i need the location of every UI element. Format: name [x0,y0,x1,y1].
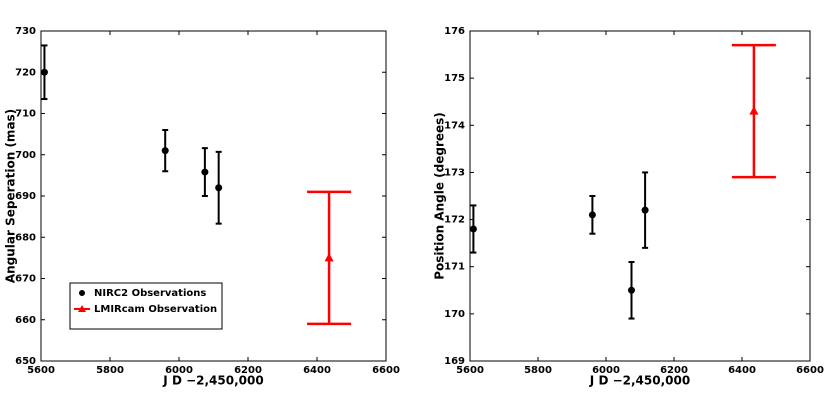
x-tick-label: 5800 [96,365,124,376]
x-tick-label: 6200 [660,365,688,376]
x-tick-label: 6400 [728,365,756,376]
x-tick-label: 6400 [303,365,331,376]
y-tick-label: 650 [15,356,36,367]
x-axis-label: J D −2,450,000 [162,374,263,388]
x-tick-label: 5600 [456,365,484,376]
y-tick-label: 174 [444,120,465,131]
marker [201,168,209,176]
legend-label: NIRC2 Observations [94,288,206,299]
y-tick-label: 170 [444,309,465,320]
marker [40,68,48,76]
marker [641,206,649,214]
y-axis-label: Angular Seperation (mas) [4,109,18,283]
legend-marker [79,290,85,296]
x-tick-label: 5600 [27,365,55,376]
y-tick-label: 175 [444,73,465,84]
marker [215,184,223,192]
marker [161,147,169,155]
x-tick-label: 6600 [796,365,824,376]
x-tick-label: 6600 [372,365,400,376]
y-tick-label: 173 [444,167,465,178]
legend-marker [78,305,86,312]
y-tick-label: 700 [15,150,36,161]
x-tick-label: 5800 [524,365,552,376]
y-tick-label: 690 [15,191,36,202]
legend-box [69,282,223,330]
marker [749,106,759,115]
y-tick-label: 720 [15,67,36,78]
legend-label: LMIRcam Observation [94,304,217,315]
y-tick-label: 670 [15,274,36,285]
y-tick-label: 172 [444,215,465,226]
marker [469,225,477,233]
y-tick-label: 710 [15,109,36,120]
x-tick-label: 6000 [592,365,620,376]
y-tick-label: 176 [444,26,465,37]
y-tick-label: 730 [15,26,36,37]
marker [324,252,334,262]
y-tick-label: 171 [444,262,465,273]
plot-frame [469,30,811,362]
x-axis-label: J D −2,450,000 [589,374,690,388]
y-tick-label: 660 [15,315,36,326]
y-tick-label: 169 [444,356,465,367]
y-axis-label: Position Angle (degrees) [433,112,447,280]
y-tick-label: 680 [15,232,36,243]
marker [628,286,635,294]
x-tick-label: 6200 [234,365,262,376]
marker [588,211,596,219]
x-tick-label: 6000 [165,365,193,376]
